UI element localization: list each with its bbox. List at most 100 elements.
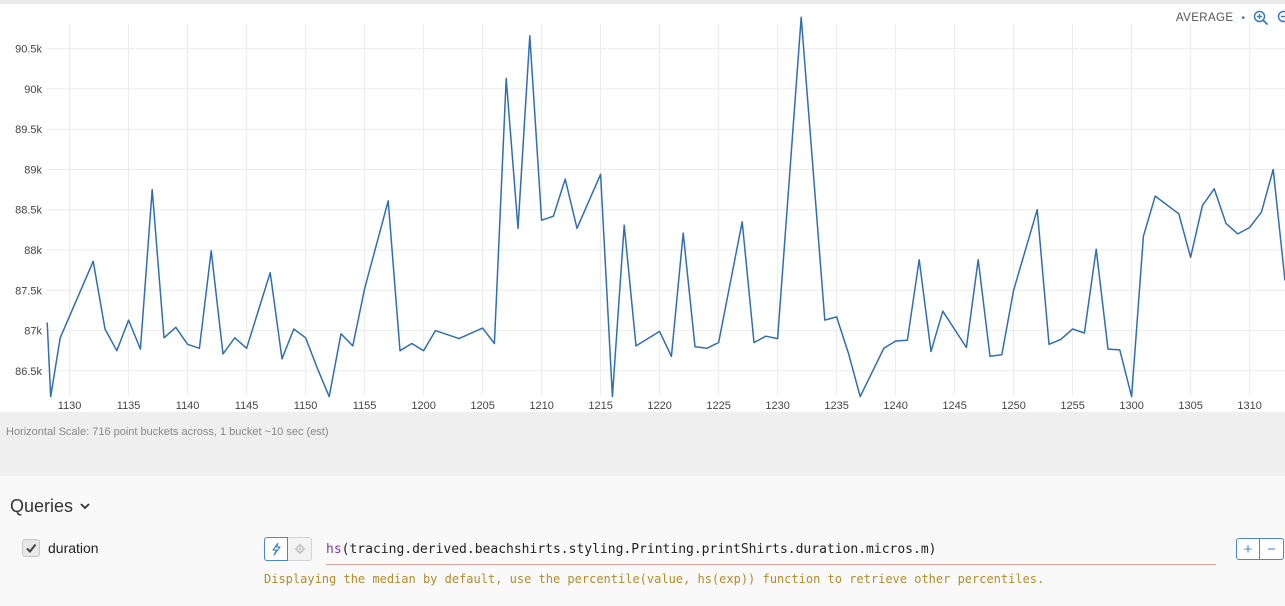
data-point[interactable] — [930, 350, 933, 353]
data-point[interactable] — [1107, 348, 1110, 351]
query-settings-button[interactable] — [288, 537, 312, 561]
data-point[interactable] — [1036, 208, 1039, 211]
data-point[interactable] — [163, 336, 166, 339]
data-point[interactable] — [764, 335, 767, 338]
data-point[interactable] — [1177, 212, 1180, 215]
data-point[interactable] — [104, 327, 107, 330]
data-point[interactable] — [882, 347, 885, 350]
data-point[interactable] — [1083, 331, 1086, 334]
data-point[interactable] — [269, 271, 272, 274]
data-point[interactable] — [540, 219, 543, 222]
data-point[interactable] — [717, 341, 720, 344]
data-point[interactable] — [1048, 343, 1051, 346]
data-point[interactable] — [800, 16, 803, 19]
data-point[interactable] — [989, 355, 992, 358]
data-point[interactable] — [186, 343, 189, 346]
data-point[interactable] — [599, 173, 602, 176]
data-point[interactable] — [753, 341, 756, 344]
data-point[interactable] — [304, 336, 307, 339]
data-point[interactable] — [49, 395, 52, 398]
data-point[interactable] — [1118, 348, 1121, 351]
data-point[interactable] — [59, 336, 62, 339]
data-point[interactable] — [174, 326, 177, 329]
data-point[interactable] — [505, 77, 508, 80]
line-chart[interactable]: 86.5k 87k 87.5k 88k 88.5k 89k 89.5k 90k 90.5k 11… — [0, 4, 1285, 416]
data-point[interactable] — [233, 336, 236, 339]
data-point[interactable] — [894, 340, 897, 343]
data-point[interactable] — [245, 347, 248, 350]
data-point[interactable] — [387, 199, 390, 202]
data-point[interactable] — [1095, 248, 1098, 251]
data-point[interactable] — [906, 339, 909, 342]
data-point[interactable] — [1213, 187, 1216, 190]
data-point[interactable] — [493, 342, 496, 345]
data-point[interactable] — [1142, 235, 1145, 238]
data-point[interactable] — [623, 224, 626, 227]
data-point[interactable] — [410, 342, 413, 345]
data-point[interactable] — [670, 355, 673, 358]
data-point[interactable] — [682, 232, 685, 235]
data-point[interactable] — [351, 344, 354, 347]
data-point[interactable] — [1059, 338, 1062, 341]
data-point[interactable] — [1236, 232, 1239, 235]
data-point[interactable] — [481, 327, 484, 330]
data-point[interactable] — [823, 319, 826, 322]
query-builder-toggle[interactable] — [264, 537, 288, 561]
data-point[interactable] — [340, 332, 343, 335]
data-point[interactable] — [139, 348, 142, 351]
data-point[interactable] — [694, 345, 697, 348]
data-point[interactable] — [127, 319, 130, 322]
data-point[interactable] — [576, 227, 579, 230]
data-point[interactable] — [422, 349, 425, 352]
series-line[interactable] — [46, 16, 1285, 398]
data-point[interactable] — [151, 188, 154, 191]
data-point[interactable] — [1189, 256, 1192, 259]
data-point[interactable] — [292, 327, 295, 330]
data-point[interactable] — [1272, 168, 1275, 171]
data-point[interactable] — [92, 260, 95, 263]
data-point[interactable] — [564, 178, 567, 181]
data-point[interactable] — [741, 220, 744, 223]
data-point[interactable] — [399, 349, 402, 352]
data-point[interactable] — [210, 249, 213, 252]
data-point[interactable] — [611, 395, 614, 398]
queries-toggle[interactable]: Queries — [10, 496, 91, 517]
data-point[interactable] — [528, 34, 531, 37]
data-point[interactable] — [1012, 289, 1015, 292]
data-point[interactable] — [1201, 204, 1204, 207]
data-point[interactable] — [552, 215, 555, 218]
data-point[interactable] — [115, 349, 118, 352]
remove-query-button[interactable]: − — [1260, 538, 1284, 560]
data-point[interactable] — [328, 395, 331, 398]
data-point[interactable] — [635, 344, 638, 347]
data-point[interactable] — [517, 227, 520, 230]
data-point[interactable] — [965, 346, 968, 349]
add-query-button[interactable]: + — [1236, 538, 1260, 560]
data-point[interactable] — [316, 367, 319, 370]
data-point[interactable] — [1260, 211, 1263, 214]
data-point[interactable] — [658, 330, 661, 333]
data-point[interactable] — [977, 258, 980, 261]
data-point[interactable] — [458, 337, 461, 340]
zoom-in-icon[interactable] — [1253, 10, 1269, 26]
data-point[interactable] — [1130, 395, 1133, 398]
data-point[interactable] — [1225, 222, 1228, 225]
data-point[interactable] — [1000, 353, 1003, 356]
zoom-out-icon[interactable] — [1277, 10, 1285, 26]
data-point[interactable] — [363, 287, 366, 290]
query-expression-input[interactable]: hs(tracing.derived.beachshirts.styling.P… — [326, 542, 1216, 565]
data-point[interactable] — [835, 315, 838, 318]
data-point[interactable] — [198, 347, 201, 350]
data-point[interactable] — [434, 329, 437, 332]
data-point[interactable] — [46, 321, 49, 324]
data-point[interactable] — [776, 337, 779, 340]
data-point[interactable] — [1248, 226, 1251, 229]
data-point[interactable] — [1154, 195, 1157, 198]
data-point[interactable] — [222, 352, 225, 355]
query-checkbox[interactable] — [22, 539, 40, 557]
data-point[interactable] — [847, 352, 850, 355]
data-point[interactable] — [1071, 327, 1074, 330]
data-point[interactable] — [918, 258, 921, 261]
aggregate-label[interactable]: AVERAGE — [1175, 12, 1234, 24]
data-point[interactable] — [705, 347, 708, 350]
